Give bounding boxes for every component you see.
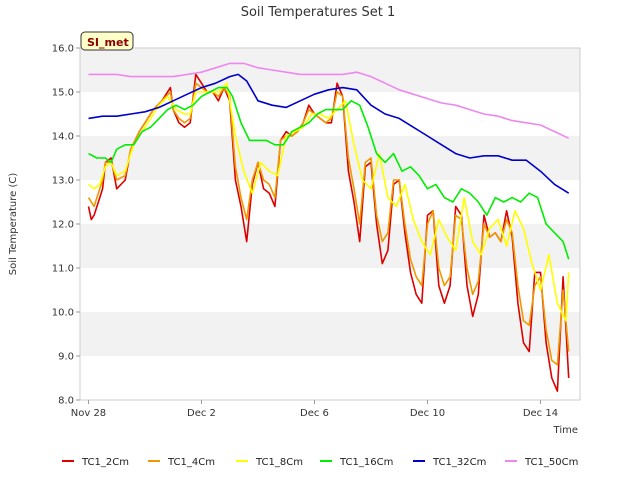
y-tick-label: 8.0	[58, 396, 74, 407]
plot-background-bands	[80, 48, 580, 400]
y-tick-label: 14.0	[52, 132, 74, 143]
legend-label: TC1_2Cm	[81, 457, 129, 468]
y-tick-label: 9.0	[58, 352, 74, 363]
legend-item-TC1_32Cm: TC1_32Cm	[413, 457, 486, 468]
y-tick-label: 12.0	[52, 220, 74, 231]
x-tick-label: Dec 2	[187, 408, 216, 419]
series-lines	[87, 62, 570, 393]
grid-band	[80, 224, 580, 268]
y-axis-ticks: 8.0 9.0 10.0 11.0 12.0 13.0 14.0 15.0 16.0	[52, 44, 80, 407]
y-tick-label: 15.0	[52, 88, 74, 99]
series-line-TC1_32Cm	[88, 73, 570, 194]
legend-item-TC1_8Cm: TC1_8Cm	[236, 457, 303, 468]
legend-item-TC1_16Cm: TC1_16Cm	[320, 457, 393, 468]
grid-band	[80, 136, 580, 180]
series-line-TC1_16Cm	[88, 86, 570, 260]
legend-label: TC1_4Cm	[167, 457, 215, 468]
x-tick-label: Nov 28	[71, 408, 106, 419]
legend: TC1_2Cm TC1_4Cm TC1_8Cm TC1_16Cm TC1_32Cm TC1…	[62, 457, 578, 468]
legend-item-TC1_2Cm: TC1_2Cm	[62, 457, 129, 468]
y-tick-label: 16.0	[52, 44, 74, 55]
legend-label: TC1_16Cm	[339, 457, 393, 468]
x-tick-label: Dec 14	[523, 408, 558, 419]
x-axis-ticks: Nov 28 Dec 2 Dec 6 Dec 10 Dec 14	[71, 400, 558, 419]
legend-label: TC1_50Cm	[524, 457, 578, 468]
x-tick-label: Dec 6	[300, 408, 329, 419]
y-tick-label: 13.0	[52, 176, 74, 187]
legend-item-TC1_50Cm: TC1_50Cm	[505, 457, 578, 468]
site-badge-label: SI_met	[87, 36, 129, 49]
y-axis-title: Soil Temperature (C)	[8, 173, 19, 276]
grid-band	[80, 312, 580, 356]
grid-band	[80, 268, 580, 312]
y-tick-label: 11.0	[52, 264, 74, 275]
series-line-TC1_8Cm	[88, 82, 570, 322]
grid-band	[80, 180, 580, 224]
grid-band	[80, 48, 580, 92]
grid-band	[80, 92, 580, 136]
site-badge: SI_met	[80, 31, 134, 51]
legend-item-TC1_4Cm: TC1_4Cm	[148, 457, 215, 468]
chart-title: Soil Temperatures Set 1	[241, 5, 396, 20]
legend-label: TC1_32Cm	[432, 457, 486, 468]
series-line-TC1_50Cm	[88, 62, 570, 139]
series-line-TC1_4Cm	[87, 82, 570, 366]
y-tick-label: 10.0	[52, 308, 74, 319]
legend-label: TC1_8Cm	[255, 457, 303, 468]
x-tick-label: Dec 10	[410, 408, 445, 419]
grid-band	[80, 356, 580, 400]
x-axis-title: Time	[553, 425, 578, 436]
